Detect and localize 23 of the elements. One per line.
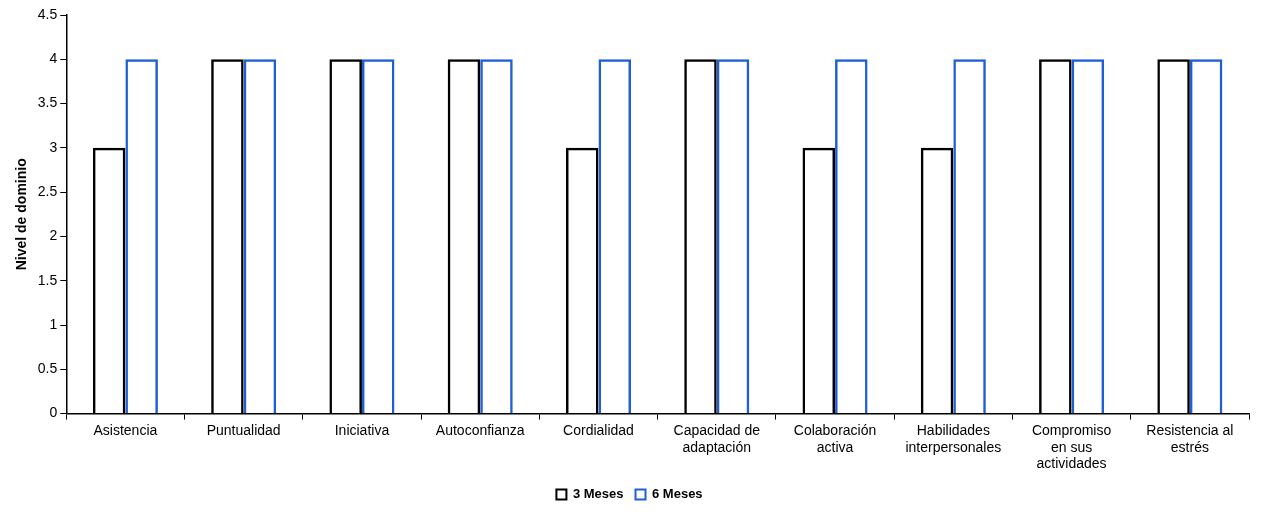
x-tick-label: Capacidad de adaptación [673, 421, 761, 455]
legend-label: 6 Meses [652, 486, 703, 502]
y-tick-label: 1 [49, 315, 58, 332]
y-axis-title: Nivel de dominio [13, 158, 30, 271]
y-tick-label: 0.5 [37, 360, 58, 377]
x-tick-label: Colaboración activa [793, 421, 877, 455]
y-tick-label: 4 [49, 50, 58, 67]
x-tick-label: Puntualidad [206, 421, 281, 438]
x-tick-label: Asistencia [93, 421, 158, 438]
legend-label: 3 Meses [572, 486, 624, 502]
y-tick-label: 1.5 [37, 271, 58, 288]
y-tick-label: 3 [49, 138, 58, 155]
x-tick-label: Autoconfianza [435, 421, 525, 438]
x-tick-label: Cordialidad [563, 421, 634, 438]
x-tick-label: Iniciativa [334, 421, 390, 438]
x-tick-label: Habilidades interpersonales [905, 421, 1002, 455]
y-tick-label: 2.5 [37, 183, 58, 200]
x-tick-label: Resistencia al estrés [1146, 421, 1234, 455]
y-tick-label: 2 [49, 227, 58, 244]
y-tick-label: 3.5 [37, 94, 58, 111]
x-tick-label: Compromiso en sus actividades [1031, 421, 1112, 472]
y-tick-label: 0 [49, 404, 58, 421]
y-tick-label: 4.5 [37, 5, 58, 22]
